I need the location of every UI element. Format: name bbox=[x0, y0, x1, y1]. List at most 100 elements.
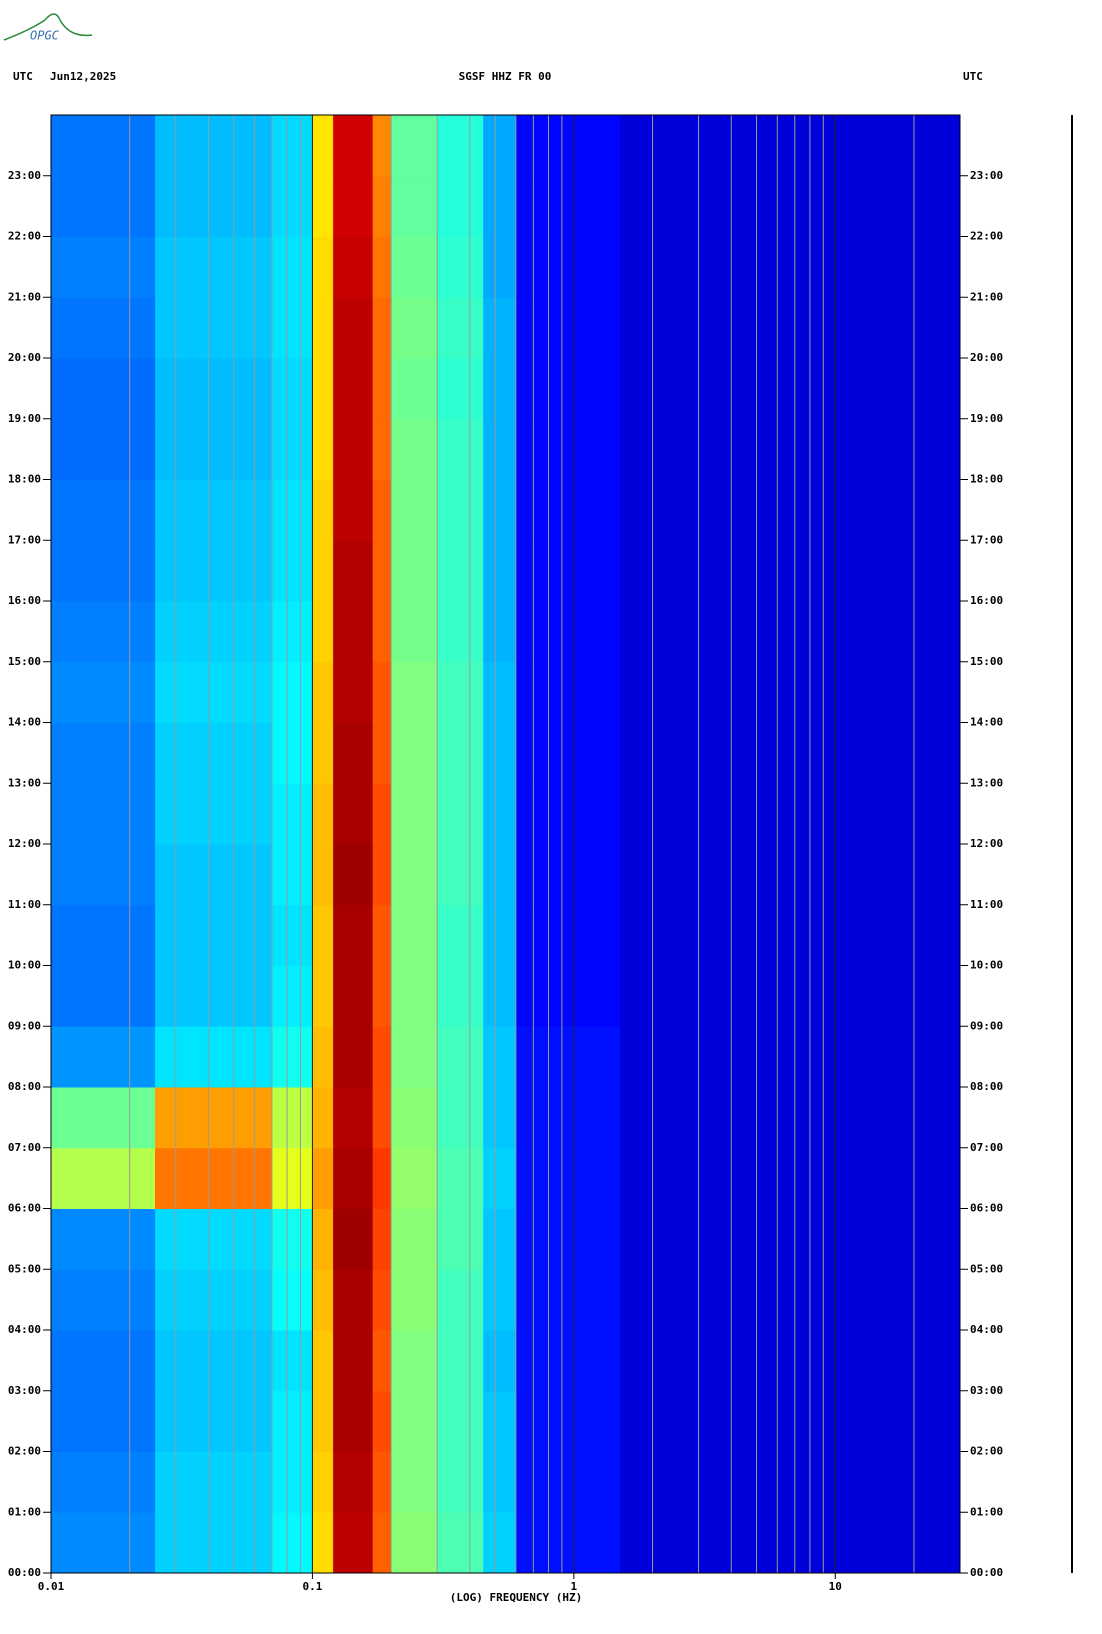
spectrogram-cell bbox=[312, 418, 334, 480]
spectrogram-cell bbox=[483, 479, 517, 541]
y-tick-label: 02:00 bbox=[8, 1445, 41, 1458]
spectrogram-cell bbox=[372, 418, 392, 480]
spectrogram-cell bbox=[271, 783, 313, 845]
x-tick-label: 0.01 bbox=[38, 1580, 65, 1593]
spectrogram-cell bbox=[515, 601, 621, 663]
spectrogram-cell bbox=[333, 1330, 374, 1392]
spectrogram-cell bbox=[483, 844, 517, 906]
spectrogram-cell bbox=[619, 965, 961, 1027]
spectrogram-cell bbox=[437, 1512, 484, 1574]
spectrogram-cell bbox=[515, 722, 621, 784]
spectrogram-cell bbox=[372, 479, 392, 541]
spectrogram-cell bbox=[51, 1512, 156, 1574]
spectrogram-cell bbox=[483, 297, 517, 359]
y-tick-label: 03:00 bbox=[8, 1384, 41, 1397]
spectrogram-cell bbox=[391, 418, 438, 480]
spectrogram-cell bbox=[372, 965, 392, 1027]
left-header: UTC bbox=[13, 70, 33, 83]
spectrogram-cell bbox=[619, 297, 961, 359]
spectrogram-cell bbox=[619, 904, 961, 966]
spectrogram-cell bbox=[619, 418, 961, 480]
spectrogram-cell bbox=[437, 1026, 484, 1088]
spectrogram-cell bbox=[51, 297, 156, 359]
spectrogram-cell bbox=[155, 844, 273, 906]
spectrogram-cell bbox=[155, 904, 273, 966]
spectrogram-cell bbox=[515, 236, 621, 298]
y-tick-label-right: 02:00 bbox=[970, 1445, 1003, 1458]
spectrogram-cell bbox=[271, 1087, 313, 1149]
spectrogram-cell bbox=[312, 297, 334, 359]
spectrogram-cell bbox=[312, 844, 334, 906]
spectrogram-cell bbox=[312, 1512, 334, 1574]
spectrogram-cell bbox=[372, 540, 392, 602]
spectrogram-cell bbox=[372, 1330, 392, 1392]
spectrogram-cell bbox=[333, 358, 374, 420]
spectrogram-cell bbox=[372, 844, 392, 906]
y-tick-label: 07:00 bbox=[8, 1141, 41, 1154]
spectrogram-cell bbox=[271, 1147, 313, 1209]
y-tick-label: 11:00 bbox=[8, 898, 41, 911]
x-axis-label: (LOG) FREQUENCY (HZ) bbox=[450, 1591, 582, 1604]
spectrogram-cell bbox=[515, 965, 621, 1027]
spectrogram-cell bbox=[271, 175, 313, 237]
spectrogram-cell bbox=[372, 236, 392, 298]
spectrogram-cell bbox=[483, 783, 517, 845]
y-tick-label: 00:00 bbox=[8, 1566, 41, 1579]
spectrogram-cell bbox=[155, 1269, 273, 1331]
spectrogram-cell bbox=[483, 1330, 517, 1392]
spectrogram-cell bbox=[391, 115, 438, 177]
y-tick-label: 23:00 bbox=[8, 169, 41, 182]
spectrogram-cell bbox=[515, 297, 621, 359]
spectrogram-cell bbox=[437, 297, 484, 359]
y-tick-label: 16:00 bbox=[8, 594, 41, 607]
spectrogram-cell bbox=[333, 418, 374, 480]
spectrogram-cell bbox=[271, 1330, 313, 1392]
spectrogram-cell bbox=[312, 661, 334, 723]
spectrogram-cell bbox=[391, 1147, 438, 1209]
spectrogram-cell bbox=[515, 479, 621, 541]
spectrogram-cell bbox=[437, 904, 484, 966]
spectrogram-cell bbox=[51, 965, 156, 1027]
spectrogram-cell bbox=[155, 358, 273, 420]
spectrogram-cell bbox=[155, 783, 273, 845]
x-tick-label: 10 bbox=[829, 1580, 842, 1593]
spectrogram-cell bbox=[437, 175, 484, 237]
y-tick-label: 05:00 bbox=[8, 1262, 41, 1275]
spectrogram-cell bbox=[312, 783, 334, 845]
spectrogram-cell bbox=[619, 844, 961, 906]
spectrogram-cell bbox=[51, 1026, 156, 1088]
spectrogram-cell bbox=[619, 175, 961, 237]
chart-title: SGSF HHZ FR 00 bbox=[459, 70, 552, 83]
spectrogram-cell bbox=[619, 1330, 961, 1392]
x-tick-label: 1 bbox=[571, 1580, 578, 1593]
spectrogram-cell bbox=[619, 1512, 961, 1574]
spectrogram-cell bbox=[372, 358, 392, 420]
y-tick-label: 13:00 bbox=[8, 776, 41, 789]
spectrogram-cell bbox=[155, 1390, 273, 1452]
spectrogram-cell bbox=[372, 115, 392, 177]
spectrogram-cell bbox=[51, 661, 156, 723]
y-tick-label: 06:00 bbox=[8, 1202, 41, 1215]
spectrogram-cell bbox=[51, 722, 156, 784]
spectrogram-cell bbox=[483, 1087, 517, 1149]
y-tick-label-right: 06:00 bbox=[970, 1202, 1003, 1215]
spectrogram-cell bbox=[271, 1269, 313, 1331]
spectrogram-cell bbox=[312, 1451, 334, 1513]
spectrogram-cell bbox=[619, 1147, 961, 1209]
spectrogram-cell bbox=[271, 115, 313, 177]
spectrogram-cell bbox=[619, 661, 961, 723]
spectrogram-cell bbox=[437, 661, 484, 723]
y-tick-label-right: 18:00 bbox=[970, 473, 1003, 486]
spectrogram-cell bbox=[515, 1451, 621, 1513]
spectrogram-cell bbox=[312, 1087, 334, 1149]
spectrogram-cell bbox=[155, 661, 273, 723]
spectrogram-cell bbox=[155, 236, 273, 298]
spectrogram-cell bbox=[515, 1269, 621, 1331]
spectrogram-cell bbox=[312, 904, 334, 966]
spectrogram-cell bbox=[619, 1026, 961, 1088]
spectrogram-cell bbox=[437, 1451, 484, 1513]
spectrogram-cell bbox=[483, 175, 517, 237]
y-tick-label-right: 04:00 bbox=[970, 1323, 1003, 1336]
spectrogram-cell bbox=[333, 175, 374, 237]
